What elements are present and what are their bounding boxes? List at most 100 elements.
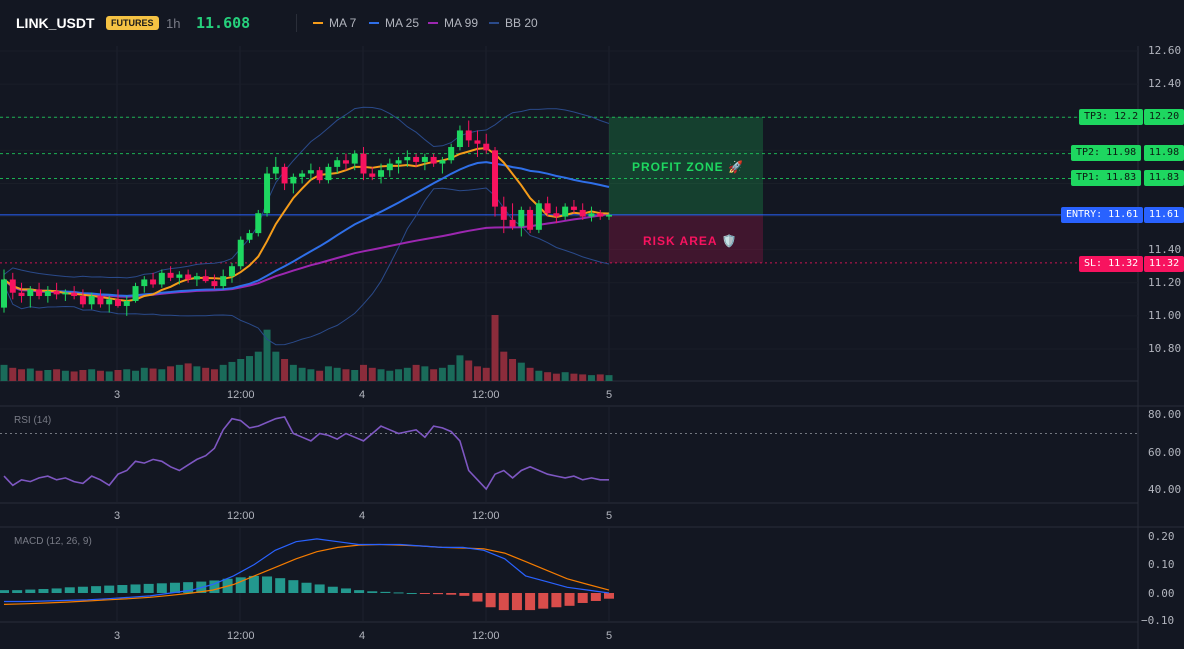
candle-body (474, 140, 481, 144)
ma99-line (3, 213, 610, 298)
macd-histogram-bar (209, 580, 220, 593)
candle-body (570, 206, 577, 210)
x-tick: 5 (606, 389, 613, 401)
candle-body (334, 160, 341, 167)
ma7-line (3, 146, 610, 303)
candle-body (88, 296, 95, 305)
macd-histogram-bar (564, 593, 575, 606)
volume-bar (561, 372, 569, 381)
legend-ma99[interactable]: MA 99 (428, 16, 478, 30)
candle-body (456, 130, 463, 148)
volume-bar (535, 370, 543, 381)
volume-bar (167, 366, 175, 381)
macd-histogram-bar (288, 580, 299, 593)
sl-axis-tag: 11.32 (1144, 256, 1184, 272)
price-tick: 11.00 (1148, 309, 1182, 322)
legend-ma25[interactable]: MA 25 (369, 16, 419, 30)
legend-bb20-label: BB 20 (505, 16, 538, 30)
volume-bar (26, 368, 34, 381)
volume-bar (281, 359, 289, 381)
candle-body (220, 276, 227, 287)
x-tick: 4 (359, 389, 366, 401)
rsi-tick: 80.00 (1148, 408, 1182, 421)
legend-ma25-swatch (369, 22, 379, 24)
timeframe-label[interactable]: 1h (166, 16, 181, 31)
rsi-tick: 40.00 (1148, 483, 1182, 496)
volume-bar (219, 364, 227, 381)
bb-upper (3, 106, 610, 279)
volume-bar (473, 366, 481, 381)
macd-histogram-bar (0, 590, 9, 593)
macd-histogram-bar (459, 593, 470, 596)
macd-histogram-bar (327, 586, 338, 593)
candle-body (316, 170, 323, 181)
x-tick: 4 (359, 510, 366, 522)
macd-histogram-bar (91, 586, 102, 593)
price-tick: 11.20 (1148, 276, 1182, 289)
volume-bar (96, 370, 104, 381)
macd-histogram-bar (433, 593, 444, 595)
rsi-tick: 60.00 (1148, 446, 1182, 459)
macd-histogram-bar (551, 593, 562, 608)
futures-badge: FUTURES (106, 16, 159, 30)
volume-bar (359, 364, 367, 381)
x-tick: 4 (359, 630, 366, 642)
volume-bar (500, 351, 508, 381)
macd-line (4, 538, 610, 603)
volume-bar (570, 373, 578, 381)
volume-bar (184, 363, 192, 381)
legend-ma7[interactable]: MA 7 (313, 16, 356, 30)
macd-histogram-bar (406, 593, 417, 594)
volume-bar (105, 371, 113, 381)
candle-body (202, 276, 209, 282)
tp1-axis-tag: 11.83 (1144, 170, 1184, 186)
volume-bar (403, 367, 411, 381)
candle-body (544, 203, 551, 214)
volume-bar (79, 370, 87, 381)
macd-histogram-bar (25, 589, 36, 593)
candle-body (448, 147, 455, 161)
price-tick: 10.80 (1148, 342, 1182, 355)
volume-bar (587, 375, 595, 381)
candle-body (597, 213, 604, 217)
volume-bar (298, 367, 306, 381)
candle-body (421, 156, 428, 162)
macd-histogram-bar (169, 582, 180, 593)
tp2-axis-tag: 11.98 (1144, 145, 1184, 161)
x-tick: 12:00 (472, 630, 500, 642)
volume-bar (377, 369, 385, 381)
candle-body (79, 296, 86, 305)
volume-bar (35, 370, 43, 381)
macd-histogram-bar (64, 587, 75, 593)
volume-bar (175, 364, 183, 381)
candle-body (395, 160, 402, 164)
volume-bar (18, 369, 26, 381)
candle-body (413, 156, 420, 162)
legend-bb20[interactable]: BB 20 (489, 16, 538, 30)
volume-bar (447, 364, 455, 381)
price-tick: 11.40 (1148, 243, 1182, 256)
legend-ma25-label: MA 25 (385, 16, 420, 30)
volume-bar (544, 372, 552, 381)
macd-histogram-bar (393, 592, 404, 594)
x-tick: 12:00 (227, 630, 255, 642)
volume-bar (342, 369, 350, 381)
macd-histogram-bar (235, 577, 246, 593)
volume-bar (237, 359, 245, 381)
volume-bar (158, 369, 166, 381)
profit-zone (609, 117, 763, 215)
macd-histogram-bar (340, 588, 351, 593)
last-price: 11.608 (196, 14, 251, 32)
candle-body (360, 153, 367, 174)
candle-body (518, 209, 525, 227)
volume-bar (0, 364, 8, 381)
entry-label: ENTRY: 11.61 (1061, 207, 1144, 223)
macd-histogram-bar (590, 593, 601, 601)
symbol-name[interactable]: LINK_USDT (16, 15, 95, 31)
volume-bar (149, 368, 157, 381)
volume-bar (605, 375, 613, 381)
macd-tick: −0.10 (1141, 614, 1175, 627)
candle-body (369, 173, 376, 177)
volume-bar (430, 369, 438, 381)
